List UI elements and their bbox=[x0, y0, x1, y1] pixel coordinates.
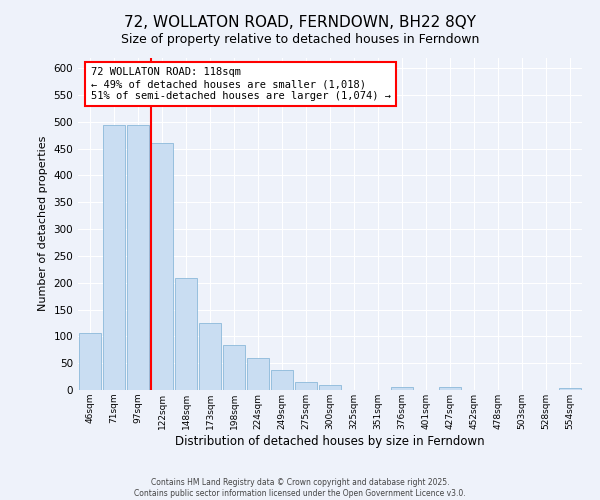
Bar bbox=[271, 370, 293, 390]
Bar bbox=[103, 125, 125, 390]
Bar bbox=[79, 332, 101, 390]
Bar bbox=[439, 388, 461, 390]
Bar bbox=[295, 382, 317, 390]
Text: Contains HM Land Registry data © Crown copyright and database right 2025.
Contai: Contains HM Land Registry data © Crown c… bbox=[134, 478, 466, 498]
Bar bbox=[199, 323, 221, 390]
Text: 72 WOLLATON ROAD: 118sqm
← 49% of detached houses are smaller (1,018)
51% of sem: 72 WOLLATON ROAD: 118sqm ← 49% of detach… bbox=[91, 68, 391, 100]
Text: 72, WOLLATON ROAD, FERNDOWN, BH22 8QY: 72, WOLLATON ROAD, FERNDOWN, BH22 8QY bbox=[124, 15, 476, 30]
Bar bbox=[127, 125, 149, 390]
Bar bbox=[319, 384, 341, 390]
Bar bbox=[175, 278, 197, 390]
Bar bbox=[559, 388, 581, 390]
Bar bbox=[247, 358, 269, 390]
Bar bbox=[151, 144, 173, 390]
Text: Size of property relative to detached houses in Ferndown: Size of property relative to detached ho… bbox=[121, 32, 479, 46]
Bar bbox=[391, 388, 413, 390]
Y-axis label: Number of detached properties: Number of detached properties bbox=[38, 136, 48, 312]
Bar bbox=[223, 346, 245, 390]
X-axis label: Distribution of detached houses by size in Ferndown: Distribution of detached houses by size … bbox=[175, 434, 485, 448]
